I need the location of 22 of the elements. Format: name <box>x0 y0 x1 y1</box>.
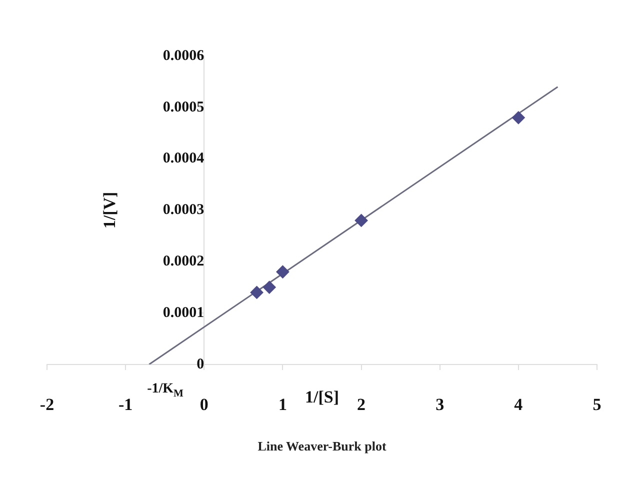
x-tick-label: 1 <box>278 394 287 414</box>
y-tick-label: 0.0004 <box>162 150 205 167</box>
point <box>276 265 290 278</box>
text: Line Weaver-Burk plot <box>258 438 387 454</box>
point <box>250 286 264 299</box>
x-tick-label: -1 <box>118 394 133 414</box>
x-tick-label: 5 <box>592 394 602 414</box>
point <box>512 111 525 124</box>
x-tick-label: -2 <box>40 394 54 414</box>
y-tick-label: 0.0002 <box>162 253 204 270</box>
y-tick-label: 0.0001 <box>162 304 204 321</box>
point <box>354 214 368 227</box>
x-tick-label: 3 <box>436 394 444 414</box>
x-tick-label: 4 <box>514 394 524 414</box>
y-tick-label: 0 <box>196 356 204 372</box>
point <box>262 280 276 294</box>
x-tick-label: 2 <box>357 394 366 414</box>
y-tick-label: 0.0006 <box>162 48 205 64</box>
y-axis-title: 1/[V] <box>100 192 120 229</box>
y-tick-label: 0.0005 <box>162 99 204 116</box>
y-tick-label: 0.0003 <box>162 202 204 218</box>
x-axis-title: 1/[S] <box>305 387 339 406</box>
